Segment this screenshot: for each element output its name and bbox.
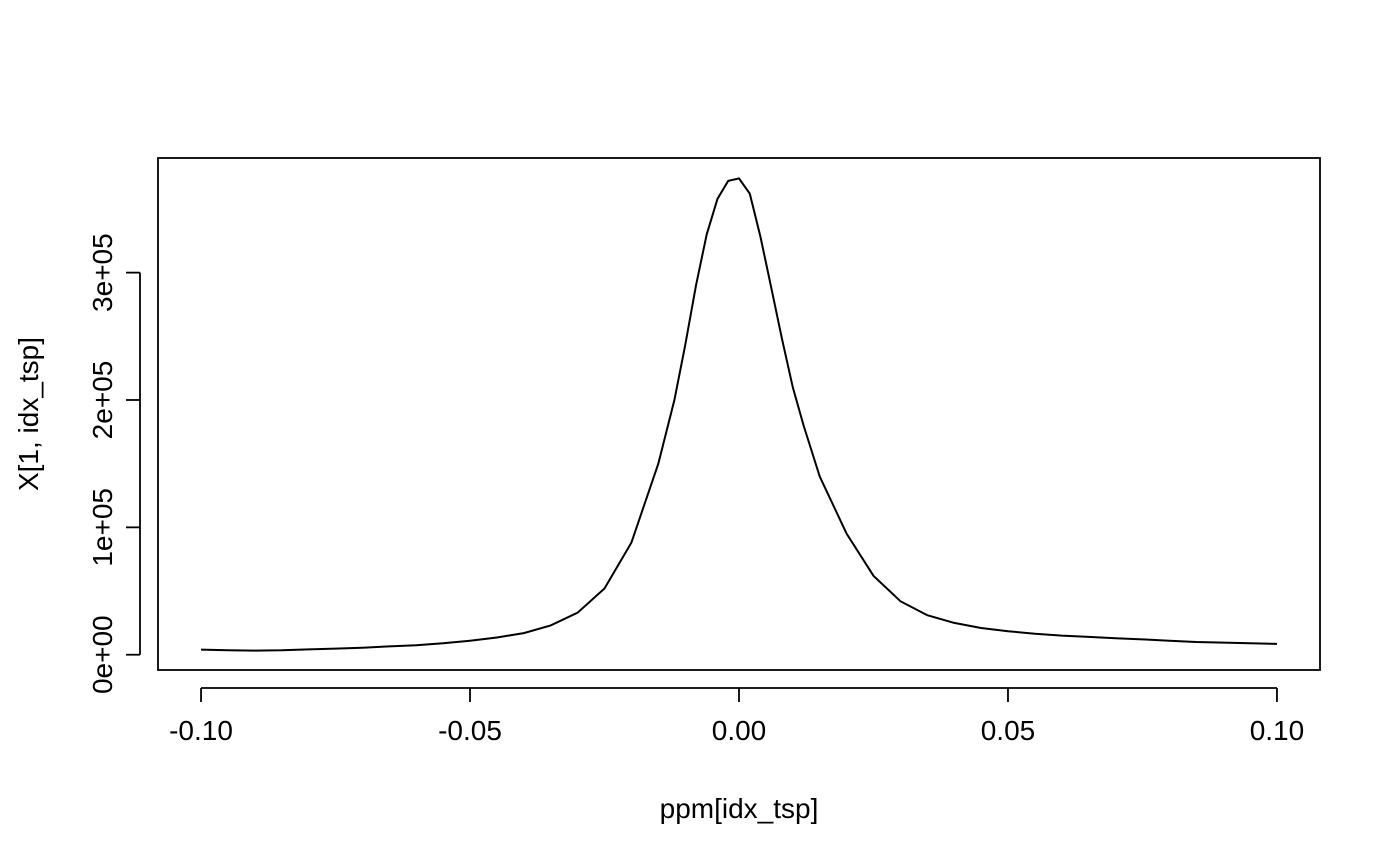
y-tick-label: 2e+05 [87,361,118,440]
x-tick-label: -0.05 [438,715,502,746]
y-axis-label: X[1, idx_tsp] [13,337,44,491]
x-tick-label: 0.05 [981,715,1036,746]
x-tick-label: 0.00 [712,715,767,746]
y-tick-label: 0e+00 [87,615,118,694]
x-tick-label: -0.10 [169,715,233,746]
x-axis: -0.10 -0.05 0.00 0.05 0.10 [169,687,1305,746]
x-tick-label: 0.10 [1250,715,1305,746]
y-tick-label: 3e+05 [87,233,118,312]
y-tick-label: 1e+05 [87,488,118,567]
y-axis: 0e+00 1e+05 2e+05 3e+05 [87,233,141,694]
series-line [200,177,1278,652]
x-axis-label: ppm[idx_tsp] [660,793,819,824]
plot-frame [157,157,1321,671]
